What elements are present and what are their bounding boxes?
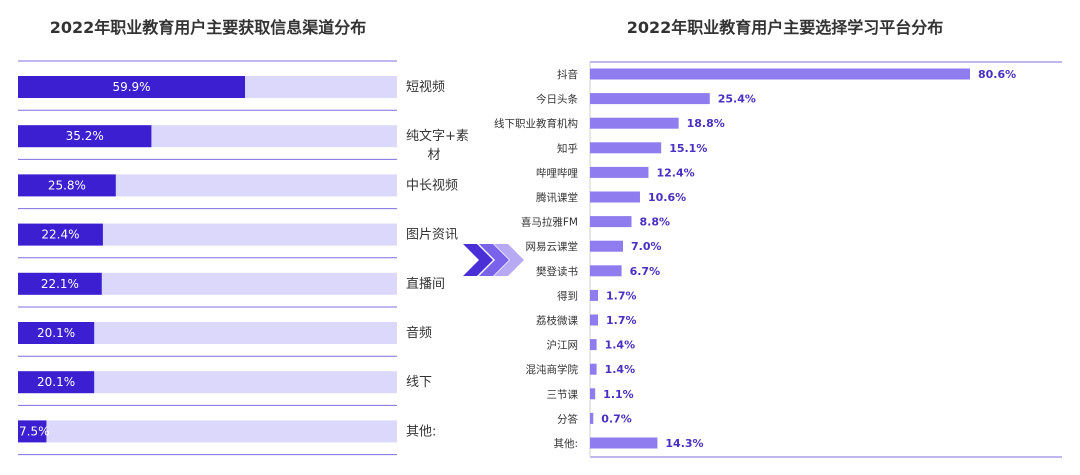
left-bar-value-label: 25.8% <box>48 178 86 192</box>
right-category-label: 线下职业教育机构 <box>494 117 578 130</box>
right-category-label: 腾讯课堂 <box>536 191 578 204</box>
left-chart-title: 2022年职业教育用户主要获取信息渠道分布 <box>49 18 367 37</box>
right-bar <box>590 93 710 105</box>
right-bar-value-label: 80.6% <box>978 68 1016 81</box>
right-category-label: 其他: <box>553 437 578 450</box>
left-category-label: 线下 <box>406 375 432 390</box>
left-category-label: 图片资讯 <box>406 228 458 243</box>
right-bar-value-label: 6.7% <box>630 265 661 278</box>
right-category-label: 喜马拉雅FM <box>521 216 578 229</box>
left-category-label: 中长视频 <box>406 178 458 193</box>
left-bar <box>18 223 103 246</box>
right-bar-value-label: 14.3% <box>665 437 703 450</box>
right-bar <box>590 363 597 375</box>
right-bar <box>590 388 596 400</box>
right-category-label: 哔哩哔哩 <box>536 166 578 179</box>
left-category-label: 直播间 <box>406 277 445 292</box>
right-category-label: 得到 <box>557 290 578 302</box>
right-bar-value-label: 15.1% <box>669 142 707 155</box>
right-bar-value-label: 12.4% <box>656 166 694 179</box>
right-bar-value-label: 1.4% <box>605 363 636 376</box>
left-bar-track <box>18 272 397 295</box>
right-bar <box>590 117 679 129</box>
right-bar <box>590 191 640 203</box>
left-bar-track <box>18 223 397 246</box>
right-bar <box>590 437 658 449</box>
left-bar-track <box>18 420 397 443</box>
right-category-label: 三节课 <box>547 389 579 401</box>
right-bar <box>590 289 599 301</box>
right-bar-chart: 抖音 80.6% 今日头条 25.4% 线下职业教育机构 18.8% 知乎 15.1% 哔哩哔哩… <box>494 61 1062 458</box>
left-bar-track <box>18 322 397 344</box>
left-bar <box>18 371 95 394</box>
left-category-label: 短视频 <box>406 80 445 95</box>
left-bar <box>18 125 152 148</box>
left-category-label: 材 <box>427 148 440 163</box>
right-bar <box>590 216 632 228</box>
right-category-label: 网易云课堂 <box>526 241 579 253</box>
right-bar <box>590 68 970 80</box>
right-bar-value-label: 10.6% <box>648 191 686 204</box>
right-category-label: 混沌商学院 <box>526 363 579 376</box>
right-category-label: 抖音 <box>557 68 578 81</box>
chevron-shape <box>479 244 509 276</box>
right-bar <box>590 339 597 351</box>
left-category-label: 音频 <box>406 325 432 341</box>
left-bar <box>18 174 116 197</box>
left-bar-value-label: 20.1% <box>37 326 75 340</box>
right-category-label: 樊登读书 <box>536 265 578 278</box>
left-bar-value-label: 59.9% <box>112 80 150 94</box>
left-bar-value-label: 7.5% <box>19 424 50 438</box>
left-bar <box>18 272 102 295</box>
right-bar-value-label: 0.7% <box>601 412 632 425</box>
left-bar-chart: 59.9% 短视频 35.2% 纯文字+素材 25.8% 中长视频 22.4% 图片资讯 22.… <box>18 60 469 456</box>
right-bar <box>590 166 649 178</box>
right-bar-value-label: 1.1% <box>603 388 634 401</box>
right-bar-value-label: 7.0% <box>631 240 662 253</box>
right-category-label: 荔枝微课 <box>536 314 578 327</box>
right-category-label: 知乎 <box>557 142 578 155</box>
right-bar-value-label: 18.8% <box>687 117 725 130</box>
double-chevron-arrow-icon <box>463 244 524 276</box>
right-bar <box>590 314 599 326</box>
right-bar-value-label: 1.7% <box>606 314 637 327</box>
right-bar <box>590 240 624 252</box>
right-category-label: 分答 <box>557 412 578 425</box>
right-bar <box>590 412 594 424</box>
right-bar <box>590 265 622 277</box>
left-bar-value-label: 22.1% <box>41 277 79 291</box>
left-bar-value-label: 20.1% <box>37 375 75 389</box>
left-bar-value-label: 22.4% <box>41 228 79 242</box>
left-bar-value-label: 35.2% <box>66 129 104 143</box>
left-bar <box>18 76 246 98</box>
right-bar-value-label: 8.8% <box>639 216 670 229</box>
left-bar <box>18 420 47 443</box>
left-bar-track <box>18 371 397 394</box>
right-bar-value-label: 25.4% <box>718 93 756 106</box>
right-bar <box>590 142 662 154</box>
chevron-shape <box>463 244 493 276</box>
right-chart-title: 2022年职业教育用户主要选择学习平台分布 <box>626 18 944 37</box>
right-bar-value-label: 1.4% <box>605 339 636 352</box>
chevron-shape <box>494 244 524 276</box>
left-bar <box>18 322 95 344</box>
right-category-label: 沪江网 <box>547 339 579 352</box>
left-category-label: 纯文字+素 <box>406 129 469 144</box>
left-category-label: 其他: <box>406 424 436 439</box>
right-bar-value-label: 1.7% <box>606 289 637 302</box>
right-category-label: 今日头条 <box>536 93 578 106</box>
